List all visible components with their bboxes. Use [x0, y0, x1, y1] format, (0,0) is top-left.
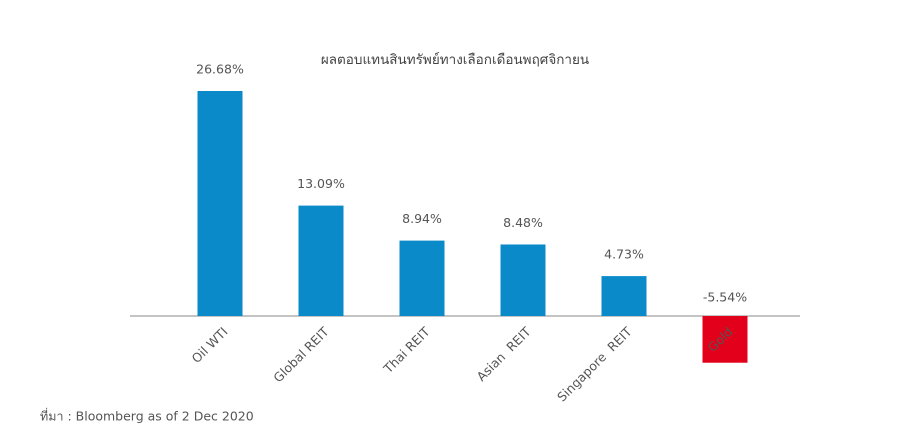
- data-label: 26.68%: [196, 62, 244, 77]
- bar: [500, 244, 546, 316]
- bar: [399, 240, 445, 316]
- bar: [702, 316, 748, 363]
- chart-title: ผลตอบแทนสินทรัพย์ทางเลือกเดือนพฤศจิกายน: [321, 51, 589, 68]
- data-label: 8.94%: [402, 211, 442, 226]
- x-tick-label: Oil WTI: [189, 324, 231, 366]
- x-tick-label: Singapore REIT: [554, 324, 635, 405]
- x-tick-label: Global REIT: [270, 324, 332, 386]
- bar: [298, 205, 344, 316]
- data-label: 8.48%: [503, 215, 543, 230]
- bar: [601, 276, 647, 316]
- source-note: ที่มา : Bloomberg as of 2 Dec 2020: [40, 408, 254, 424]
- x-tick-label: Asian REIT: [474, 324, 534, 384]
- bar: [197, 91, 243, 316]
- data-label: 4.73%: [604, 247, 644, 262]
- data-label: 13.09%: [297, 176, 345, 191]
- data-label: -5.54%: [703, 290, 747, 305]
- x-tick-label: Thai REIT: [380, 324, 433, 377]
